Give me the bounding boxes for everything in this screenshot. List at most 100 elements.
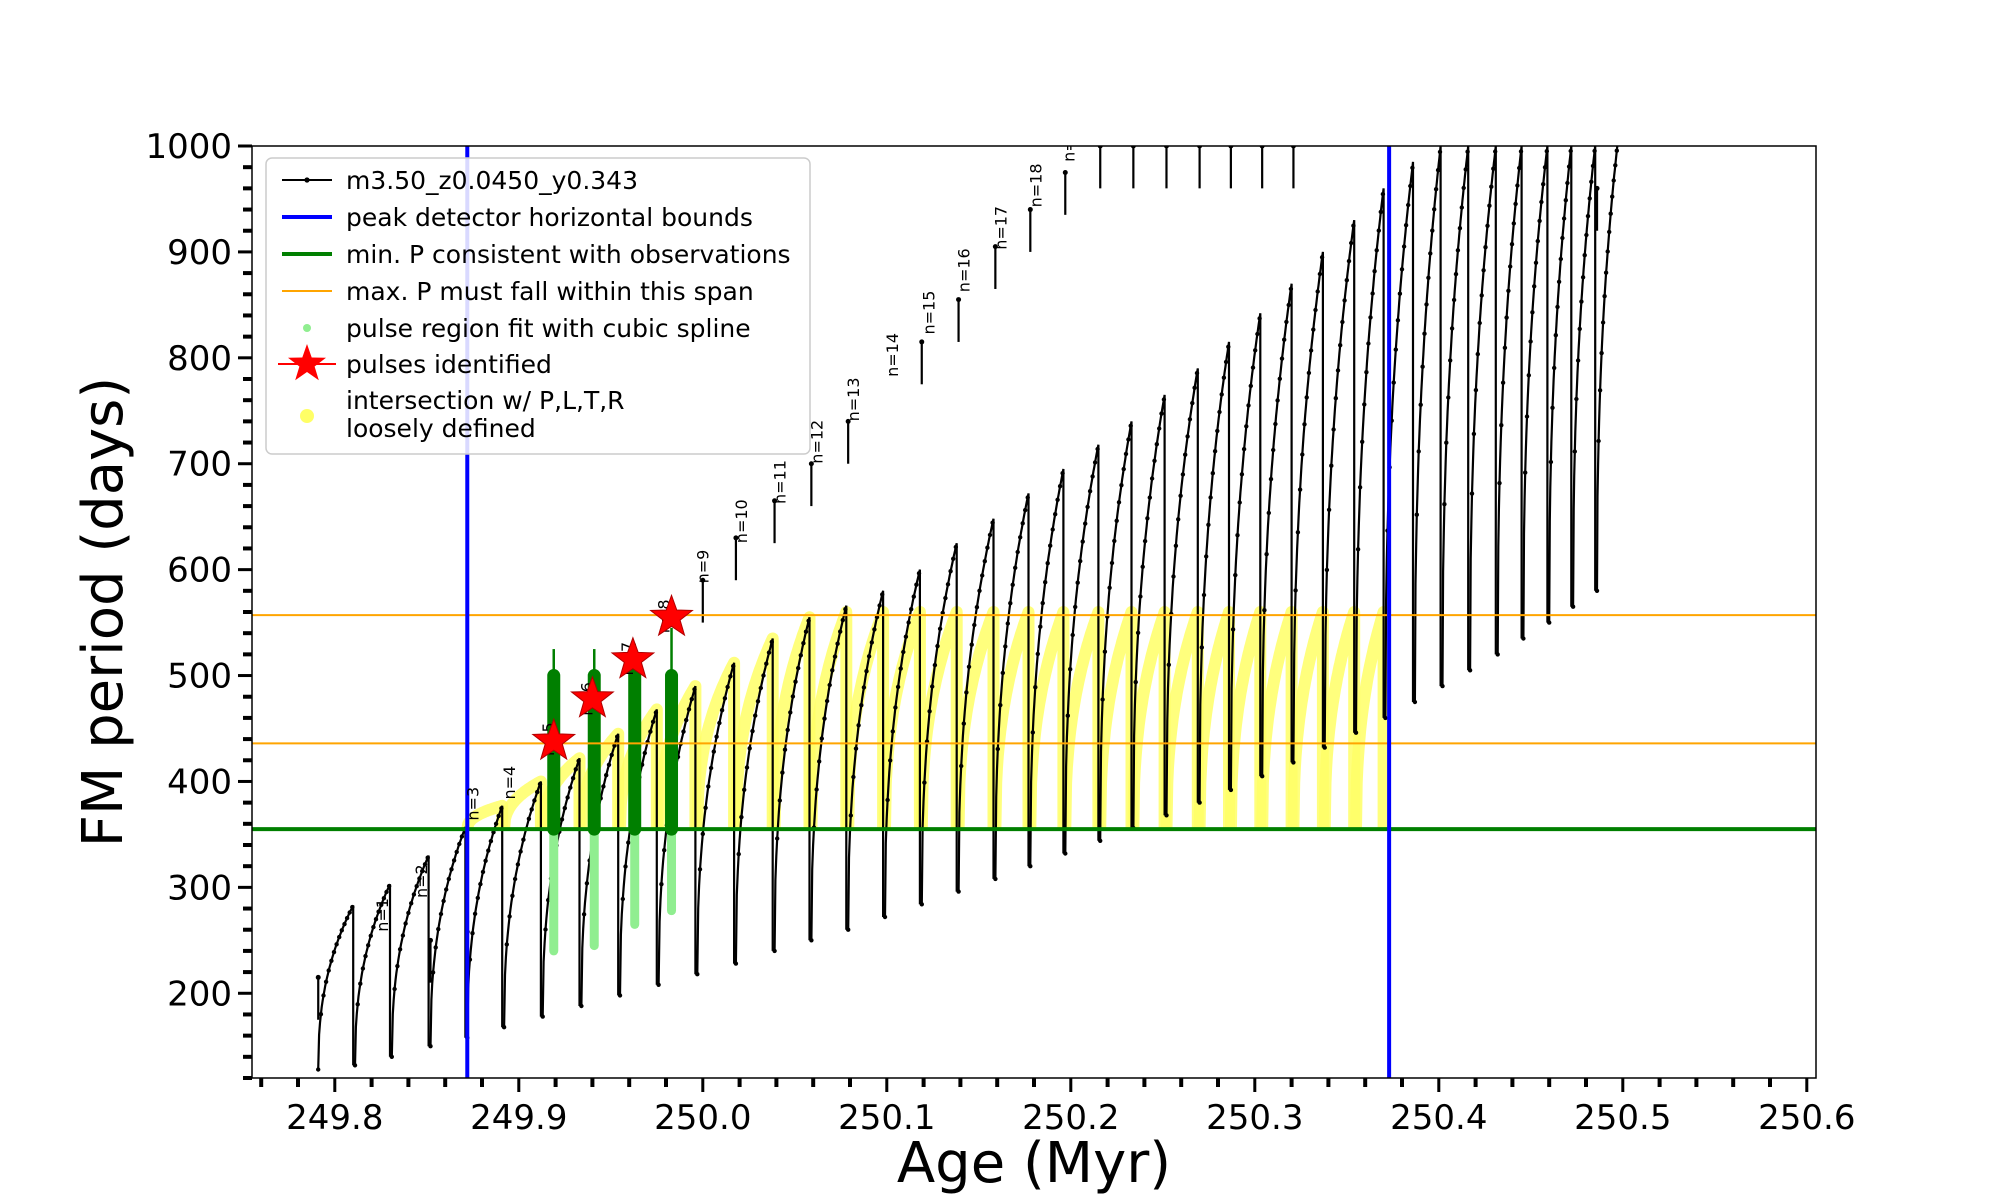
track-point (766, 650, 772, 655)
track-point (1513, 201, 1518, 207)
legend-dot-swatch (303, 324, 311, 332)
track-spike-point (772, 498, 778, 504)
track-pulse (1165, 368, 1199, 816)
track-pulse (1132, 394, 1166, 829)
track-point (681, 729, 686, 734)
track-point (623, 864, 628, 869)
track-point (1448, 358, 1453, 363)
legend-label: intersection w/ P,L,T,R (346, 386, 625, 415)
track-point (1596, 438, 1601, 444)
track-point (895, 684, 901, 690)
track-pulse (1198, 341, 1231, 803)
track-point (449, 867, 454, 872)
track-point (1605, 249, 1610, 254)
y-tick-label: 700 (167, 445, 232, 485)
track-point (1178, 493, 1183, 498)
track-point (1164, 813, 1169, 818)
track-point (1406, 202, 1411, 208)
track-point (1391, 380, 1396, 385)
track-point (1308, 348, 1314, 353)
track-point (1340, 319, 1345, 325)
track-point (1353, 730, 1359, 735)
track-point (601, 784, 606, 789)
track-point (1100, 697, 1105, 702)
track-point (1362, 402, 1367, 407)
track-point (935, 643, 940, 649)
intersection-arch (1224, 606, 1267, 830)
track-point (381, 896, 387, 901)
legend-label: pulses identified (346, 350, 552, 379)
track-point (777, 798, 782, 803)
track-point (1199, 645, 1205, 650)
track-pulse (957, 518, 995, 892)
track-point (1080, 539, 1085, 544)
track-point (1517, 165, 1522, 171)
track-point (940, 610, 945, 616)
track-point (711, 749, 716, 754)
track-point (838, 629, 843, 634)
track-point (609, 752, 614, 758)
track-point (906, 620, 911, 625)
track-point (1558, 256, 1564, 262)
track-point (1119, 483, 1124, 488)
track-pulse (1496, 146, 1523, 655)
track-point (562, 805, 567, 811)
track-point (1145, 516, 1150, 521)
track-point (856, 723, 861, 728)
track-pulse (1099, 421, 1133, 841)
track-point (775, 836, 780, 841)
track-point (1133, 679, 1138, 685)
track-point (1485, 223, 1490, 228)
track-point (386, 883, 392, 889)
track-point (1584, 232, 1589, 238)
pulse-number-label: n=17 (991, 206, 1010, 250)
track-point (919, 902, 924, 907)
track-point (366, 943, 371, 948)
track-point (1053, 512, 1058, 517)
track-pulse (1572, 146, 1597, 607)
track-point (617, 993, 623, 998)
pulse-number-label: n=3 (463, 787, 482, 821)
track-point (1121, 466, 1126, 472)
track-point (526, 816, 532, 821)
track-point (1449, 326, 1455, 331)
track-point (1410, 165, 1415, 170)
intersection-arch (989, 606, 1035, 830)
track-point (1610, 194, 1615, 199)
track-point (1395, 318, 1401, 323)
track-point (1190, 400, 1195, 406)
track-point (1112, 538, 1117, 544)
track-point (1587, 196, 1592, 201)
track-point (761, 673, 766, 678)
track-point (1565, 180, 1570, 186)
intersection-arch (498, 775, 547, 830)
track-point (840, 617, 845, 623)
track-point (1521, 636, 1526, 641)
legend-track-point (304, 177, 310, 183)
track-point (1351, 223, 1356, 228)
track-point (1574, 396, 1579, 402)
track-point (323, 979, 329, 984)
track-point (1331, 427, 1336, 432)
track-point (1159, 411, 1164, 416)
y-axis-title: FM period (days) (71, 377, 136, 847)
plot-area: n=1n=2n=3n=4n=5n=6n=7n=8n=9n=10n=11n=12n… (252, 146, 1816, 1078)
track-point (1228, 787, 1234, 793)
track-point (342, 921, 347, 927)
track-point (1575, 358, 1581, 363)
track-point (736, 851, 741, 857)
track-point (1324, 567, 1330, 573)
track-point (1217, 409, 1222, 415)
track-point (1035, 651, 1041, 657)
legend-star-swatch (288, 344, 326, 381)
track-point (1533, 260, 1539, 265)
track-point (483, 858, 488, 863)
track-point (1535, 238, 1541, 244)
track-point (1268, 476, 1274, 482)
track-point (1580, 275, 1586, 280)
track-point (478, 881, 483, 887)
pulse-number-label: n=9 (693, 550, 712, 584)
track-point (1433, 187, 1439, 192)
track-point (1020, 521, 1025, 526)
track-point (612, 743, 617, 748)
